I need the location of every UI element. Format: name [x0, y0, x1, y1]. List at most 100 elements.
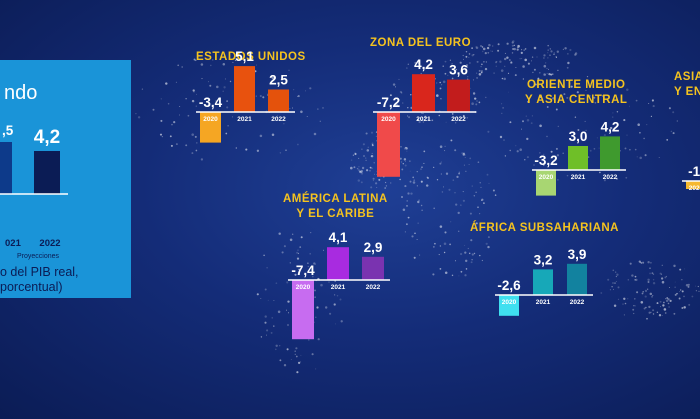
- map-light-dot: [209, 84, 212, 87]
- map-light-dot: [647, 288, 649, 290]
- map-light-dot: [201, 78, 203, 80]
- map-light-dot: [441, 191, 444, 193]
- map-light-dot: [634, 298, 636, 300]
- map-light-dot: [652, 309, 655, 312]
- map-light-dot: [495, 65, 497, 67]
- map-light-dot: [474, 97, 477, 100]
- map-light-dot: [311, 353, 314, 356]
- bar-zona-del-euro-2021: [412, 74, 435, 112]
- map-light-dot: [601, 94, 604, 97]
- map-light-dot: [463, 58, 464, 60]
- chart-zona-del-euro: -7,2 2020 4,2 2021 3,6 2022: [373, 57, 476, 177]
- map-light-dot: [289, 107, 291, 109]
- map-light-dot: [664, 312, 667, 314]
- map-light-dot: [464, 156, 466, 159]
- map-light-dot: [451, 113, 454, 115]
- map-light-dot: [451, 63, 453, 65]
- map-light-dot: [537, 77, 540, 80]
- map-light-dot: [286, 348, 289, 351]
- map-light-dot: [647, 281, 650, 283]
- map-light-dot: [406, 200, 408, 202]
- map-light-dot: [638, 260, 641, 263]
- map-light-dot: [607, 278, 610, 281]
- map-light-dot: [362, 143, 365, 146]
- map-light-dot: [634, 148, 637, 151]
- map-light-dot: [159, 133, 163, 136]
- map-light-dot: [533, 164, 535, 166]
- map-light-dot: [296, 251, 299, 254]
- map-light-dot: [439, 225, 443, 228]
- map-light-dot: [510, 61, 513, 64]
- region-title-estados-unidos: ESTADOS UNIDOS: [196, 51, 306, 63]
- map-light-dot: [508, 91, 509, 93]
- map-light-dot: [476, 72, 478, 74]
- map-light-dot: [504, 65, 506, 67]
- map-light-dot: [400, 161, 403, 163]
- map-light-dot: [555, 147, 558, 150]
- map-light-dot: [283, 364, 287, 367]
- year-label-america-latina-2022: 2022: [366, 284, 381, 291]
- map-light-dot: [200, 63, 204, 66]
- map-light-dot: [566, 66, 569, 69]
- map-light-dot: [193, 58, 196, 61]
- map-light-dot: [372, 177, 375, 180]
- value-label-africa-subsahariana-2020: -2,6: [497, 278, 521, 293]
- map-light-dot: [468, 163, 470, 166]
- map-light-dot: [656, 311, 659, 314]
- map-light-dot: [152, 108, 155, 111]
- map-light-dot: [367, 146, 370, 149]
- map-light-dot: [322, 107, 324, 109]
- map-light-dot: [509, 121, 512, 124]
- map-light-dot: [264, 321, 267, 324]
- map-light-dot: [314, 289, 316, 292]
- map-light-dot: [447, 74, 449, 76]
- value-label-zona-del-euro-2020: -7,2: [377, 95, 400, 110]
- map-light-dot: [628, 105, 630, 107]
- region-title-zona-del-euro: ZONA DEL EURO: [370, 37, 472, 49]
- map-light-dot: [673, 312, 676, 315]
- map-light-dot: [416, 185, 418, 187]
- map-light-dot: [615, 177, 618, 180]
- map-light-dot: [562, 152, 564, 155]
- map-light-dot: [499, 60, 502, 63]
- map-light-dot: [454, 192, 456, 194]
- map-light-dot: [314, 296, 316, 298]
- map-light-dot: [614, 282, 616, 284]
- bar-estados-unidos-2022: [268, 89, 289, 112]
- map-light-dot: [481, 199, 482, 201]
- map-light-dot: [594, 101, 597, 104]
- map-light-dot: [275, 344, 278, 348]
- map-light-dot: [371, 142, 374, 145]
- map-light-dot: [406, 67, 408, 69]
- map-light-dot: [420, 180, 423, 183]
- map-light-dot: [459, 252, 463, 256]
- map-light-dot: [439, 162, 442, 165]
- map-light-dot: [439, 268, 442, 270]
- panel-value-2022: 4,2: [34, 127, 60, 148]
- map-light-dot: [695, 290, 697, 292]
- map-light-dot: [623, 119, 626, 122]
- map-light-dot: [509, 149, 511, 152]
- map-light-dot: [511, 44, 514, 47]
- map-light-dot: [479, 213, 481, 215]
- map-light-dot: [361, 166, 365, 170]
- map-light-dot: [167, 102, 170, 105]
- map-light-dot: [476, 100, 478, 102]
- map-light-dot: [624, 147, 627, 150]
- map-light-dot: [513, 47, 516, 51]
- map-light-dot: [563, 93, 566, 96]
- map-light-dot: [333, 303, 336, 306]
- map-light-dot: [464, 274, 467, 277]
- map-light-dot: [642, 290, 644, 293]
- map-light-dot: [255, 64, 257, 66]
- map-light-dot: [411, 235, 414, 238]
- map-light-dot: [300, 110, 303, 114]
- map-light-dot: [612, 269, 615, 272]
- map-light-dot: [451, 77, 454, 80]
- map-light-dot: [315, 368, 317, 370]
- map-light-dot: [615, 276, 617, 278]
- map-light-dot: [660, 277, 664, 280]
- map-light-dot: [452, 179, 455, 181]
- map-light-dot: [547, 44, 549, 47]
- value-label-zona-del-euro-2021: 4,2: [414, 57, 433, 72]
